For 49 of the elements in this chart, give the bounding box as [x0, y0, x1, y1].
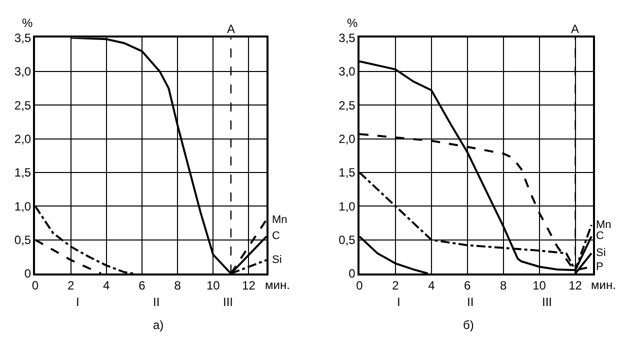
ref-line-label: A — [571, 22, 580, 36]
series-label: P — [596, 261, 604, 273]
x-tick-label: 4 — [428, 278, 436, 293]
text: а) — [153, 318, 164, 332]
y-tick-label: 3,5 — [14, 30, 32, 45]
x-tick-label: 10 — [532, 278, 546, 293]
x-tick-label: 4 — [103, 278, 110, 293]
x-tick-label: 12 — [242, 278, 256, 293]
series-label: Mn — [272, 214, 288, 226]
y-tick-label: 3,0 — [338, 64, 356, 79]
text: II — [153, 295, 160, 309]
text: III — [223, 295, 234, 309]
y-tick-label: 0 — [24, 266, 32, 281]
y-tick-label: 1,5 — [338, 166, 356, 180]
series-label: Mn — [596, 219, 612, 231]
y-tick-label: 2,0 — [338, 132, 356, 146]
series-label: C — [272, 230, 280, 242]
y-tick-label: 0,5 — [338, 233, 356, 248]
text: I — [76, 295, 80, 309]
y-axis-title: % — [347, 16, 358, 30]
y-tick-label: 1,0 — [338, 199, 356, 214]
x-axis-title: мин. — [265, 278, 290, 292]
y-tick-label: 2,5 — [14, 98, 32, 112]
x-tick-label: 6 — [464, 278, 472, 293]
text: I — [397, 295, 400, 309]
y-tick-label: 0,5 — [14, 233, 32, 248]
x-tick-label: 8 — [500, 278, 507, 293]
text: б) — [463, 318, 474, 332]
x-tick-label: 2 — [392, 278, 400, 293]
y-tick-label: 3,0 — [14, 64, 32, 79]
x-tick-label: 6 — [138, 278, 146, 293]
series-label: Si — [596, 247, 606, 259]
y-tick-label: 0 — [348, 266, 356, 281]
series-label: C — [596, 230, 604, 242]
text: III — [542, 295, 552, 309]
y-axis-title: % — [22, 16, 33, 30]
ref-line-label: A — [227, 22, 236, 36]
y-tick-label: 2,5 — [338, 98, 356, 112]
x-tick-label: 8 — [174, 278, 182, 293]
y-tick-label: 1,0 — [14, 199, 32, 214]
y-tick-label: 1,5 — [14, 166, 32, 180]
y-tick-label: 3,5 — [338, 30, 356, 45]
text: II — [467, 295, 474, 309]
series-label: Si — [272, 254, 282, 266]
x-tick-label: 12 — [568, 278, 582, 293]
x-axis-title: мин. — [591, 278, 616, 292]
y-tick-label: 2,0 — [14, 132, 32, 146]
x-tick-label: 10 — [206, 278, 220, 293]
x-tick-label: 2 — [67, 278, 74, 293]
